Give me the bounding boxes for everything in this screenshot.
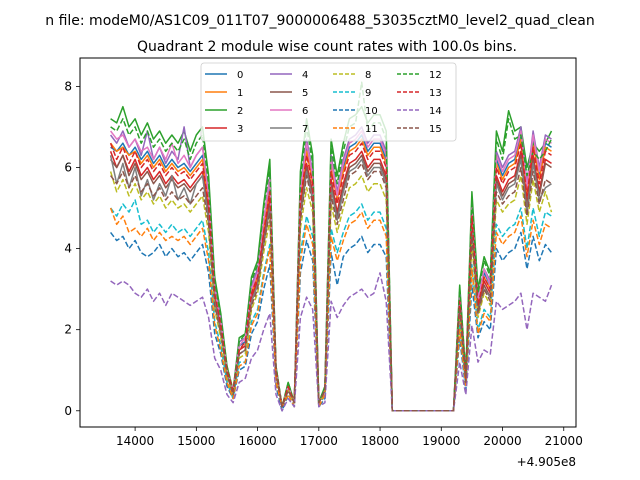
legend-label-10: 10 [365, 106, 378, 117]
legend-label-11: 11 [365, 124, 378, 135]
legend-frame [200, 62, 457, 142]
y-tick-label: 0 [64, 404, 72, 418]
chart-title: Quadrant 2 module wise count rates with … [137, 39, 517, 55]
legend-entry: 0 [205, 70, 243, 81]
x-tick-label: 18000 [361, 434, 399, 448]
x-tick-label: 14000 [116, 434, 154, 448]
y-axis: 0 2 4 6 8 [64, 79, 80, 418]
legend-entry: 9 [333, 88, 371, 99]
legend-entry: 4 [270, 70, 308, 81]
x-tick-label: 19000 [422, 434, 460, 448]
x-tick-label: 17000 [300, 434, 338, 448]
legend-label-6: 6 [302, 106, 308, 117]
legend-label-5: 5 [302, 88, 308, 99]
legend-entry: 5 [270, 88, 308, 99]
plot-area-frame [79, 57, 577, 428]
legend-label-15: 15 [429, 124, 442, 135]
series-line-13 [109, 142, 552, 412]
legend-label-8: 8 [365, 70, 371, 81]
legend-label-1: 1 [237, 88, 243, 99]
legend-entry: 15 [397, 124, 442, 135]
legend-entry: 13 [397, 88, 442, 99]
legend-label-0: 0 [237, 70, 243, 81]
x-tick-label: 15000 [177, 434, 215, 448]
legend-entry: 8 [333, 70, 371, 81]
legend-entry: 10 [333, 106, 378, 117]
chart-suptitle: n file: modeM0/AS1C09_011T07_9000006488_… [45, 13, 594, 29]
x-tick-label: 16000 [238, 434, 276, 448]
legend-label-4: 4 [302, 70, 308, 81]
legend-label-7: 7 [302, 124, 308, 135]
x-tick-label: 20000 [483, 434, 521, 448]
legend-label-14: 14 [429, 106, 442, 117]
legend-label-12: 12 [429, 70, 442, 81]
legend-label-3: 3 [237, 124, 243, 135]
legend-entry: 1 [205, 88, 243, 99]
legend-label-13: 13 [429, 88, 442, 99]
legend-entry: 7 [270, 124, 308, 135]
x-tick-label: 21000 [545, 434, 583, 448]
legend-label-9: 9 [365, 88, 371, 99]
series-line-14 [110, 272, 553, 412]
legend-label-2: 2 [237, 106, 243, 117]
legend-entry: 3 [205, 124, 243, 135]
legend-entry: 2 [205, 106, 243, 117]
series-line-9 [110, 199, 552, 412]
y-tick-label: 8 [64, 79, 72, 93]
series-layer [109, 81, 553, 412]
series-line-15 [110, 162, 552, 412]
legend-entry: 6 [270, 106, 308, 117]
legend-entry: 14 [397, 106, 442, 117]
y-tick-label: 4 [64, 242, 72, 256]
series-line-8 [109, 171, 553, 412]
y-tick-label: 6 [64, 160, 72, 174]
legend-entry: 12 [397, 70, 442, 81]
y-tick-label: 2 [64, 323, 72, 337]
legend-entry: 11 [333, 124, 378, 135]
series-line-11 [109, 207, 552, 412]
x-axis: 14000 15000 16000 17000 18000 19000 20000 21000 [116, 427, 583, 448]
x-offset-label: +4.905e8 [517, 455, 576, 469]
series-line-12 [110, 81, 553, 412]
